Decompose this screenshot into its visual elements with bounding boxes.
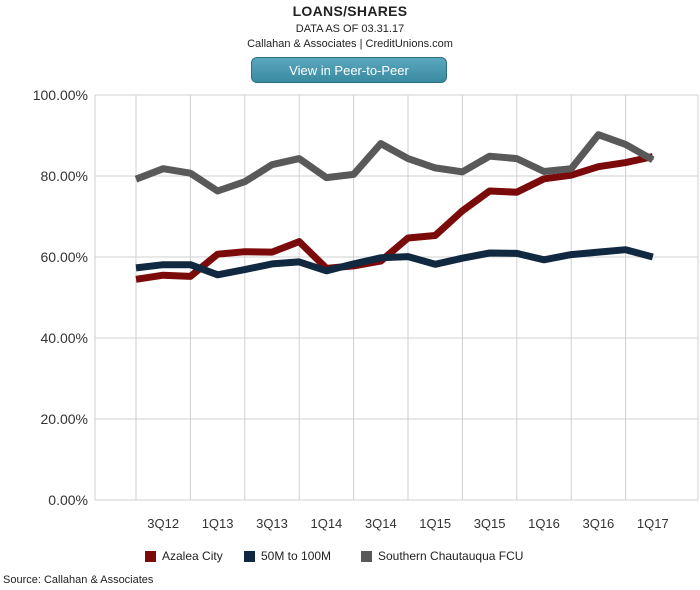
data-date: DATA AS OF 03.31.17 [295,23,405,35]
series-line-0 [135,153,654,283]
legend-label-southern: Southern Chautauqua FCU [378,549,524,563]
y-tick-label: 40.00% [41,330,88,346]
legend-swatch-southern [361,550,372,562]
x-tick-label: 3Q12 [147,516,179,531]
source-note: Source: Callahan & Associates [3,574,154,586]
x-tick-label: 3Q16 [582,516,614,531]
x-tick-label: 3Q14 [365,516,397,531]
line-chart: 0.00% 20.00% 40.00% 60.00% 80.00% 100.00% 3Q12… [33,87,699,531]
x-tick-label: 1Q13 [202,516,234,531]
x-tick-label: 3Q13 [256,516,288,531]
legend-item-azalea[interactable]: Azalea City [145,546,223,566]
y-tick-label: 100.00% [33,87,88,103]
x-tick-label: 1Q16 [528,516,560,531]
legend-item-peer[interactable]: 50M to 100M [244,546,331,566]
x-tick-label: 1Q15 [419,516,451,531]
chart-legend: Azalea City 50M to 100M Southern Chautau… [0,546,700,566]
legend-swatch-peer [244,550,255,562]
x-tick-label: 3Q15 [474,516,506,531]
series-line-2 [134,131,655,195]
x-tick-label: 1Q14 [310,516,342,531]
legend-swatch-azalea [145,550,156,562]
credit-line: Callahan & Associates | CreditUnions.com [247,38,453,50]
legend-label-peer: 50M to 100M [261,549,332,563]
y-tick-label: 0.00% [48,492,88,508]
y-tick-label: 60.00% [41,249,88,265]
view-in-peer-to-peer-button[interactable]: View in Peer-to-Peer [251,57,447,83]
legend-label-azalea: Azalea City [162,549,223,563]
legend-item-southern[interactable]: Southern Chautauqua FCU [361,546,523,566]
y-tick-label: 20.00% [41,411,88,427]
chart-title: LOANS/SHARES [292,3,408,19]
y-tick-label: 80.00% [41,168,88,184]
x-tick-label: 1Q17 [637,516,669,531]
series-line-1 [135,246,654,279]
